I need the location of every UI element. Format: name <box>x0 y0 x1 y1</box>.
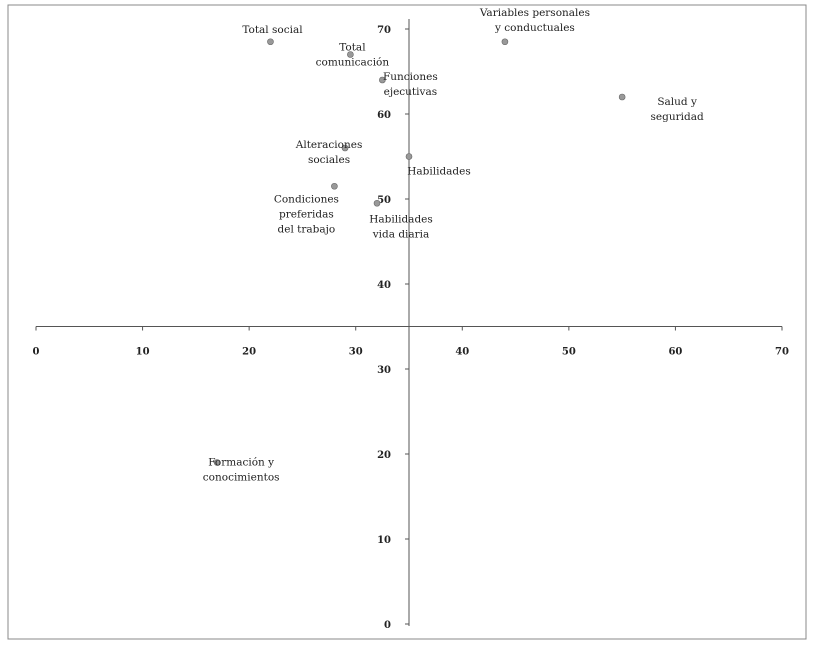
data-point <box>618 93 626 101</box>
point-label: Total social <box>242 24 303 36</box>
data-points <box>213 38 626 466</box>
x-tick-label: 40 <box>455 347 469 358</box>
data-point <box>405 153 413 160</box>
x-tick-label: 60 <box>668 347 682 358</box>
point-label: Habilidades vida diaria <box>369 213 433 240</box>
data-point <box>501 38 509 46</box>
point-label: Total comunicación <box>316 42 390 69</box>
point-label: Habilidades <box>407 166 471 178</box>
point-label: Formación y conocimientos <box>203 457 280 484</box>
data-point <box>347 51 354 58</box>
data-point <box>379 76 386 84</box>
axes <box>36 19 782 626</box>
point-label: Condiciones preferidas del trabajo <box>274 193 339 235</box>
point-label: Funciones ejecutivas <box>383 71 438 98</box>
x-tick-label: 20 <box>242 347 256 358</box>
data-point <box>341 144 349 152</box>
data-point <box>373 199 381 207</box>
point-label: Variables personales y conductuales <box>479 7 590 34</box>
data-point <box>213 459 221 466</box>
chart-border <box>7 4 807 640</box>
x-tick-label: 70 <box>775 347 789 358</box>
y-tick-label: 50 <box>377 195 391 206</box>
tick-labels: 0 10 20 30 40 50 60 70 0 10 20 30 40 50 60 70 <box>33 25 789 631</box>
data-point <box>331 182 338 190</box>
x-tick-label: 50 <box>562 347 576 358</box>
data-point <box>267 38 274 46</box>
x-tick-label: 30 <box>349 347 363 358</box>
y-tick-label: 30 <box>377 365 391 376</box>
y-tick-label: 20 <box>377 450 391 461</box>
point-label: Alteraciones sociales <box>295 139 363 166</box>
x-tick-label: 0 <box>33 347 40 358</box>
y-tick-label: 10 <box>377 535 391 546</box>
y-tick-label: 0 <box>384 620 391 631</box>
y-tick-label: 70 <box>377 25 391 36</box>
y-tick-label: 60 <box>377 110 391 121</box>
x-tick-label: 10 <box>136 347 150 358</box>
y-tick-label: 40 <box>377 280 391 291</box>
point-label: Salud y seguridad <box>651 96 704 123</box>
